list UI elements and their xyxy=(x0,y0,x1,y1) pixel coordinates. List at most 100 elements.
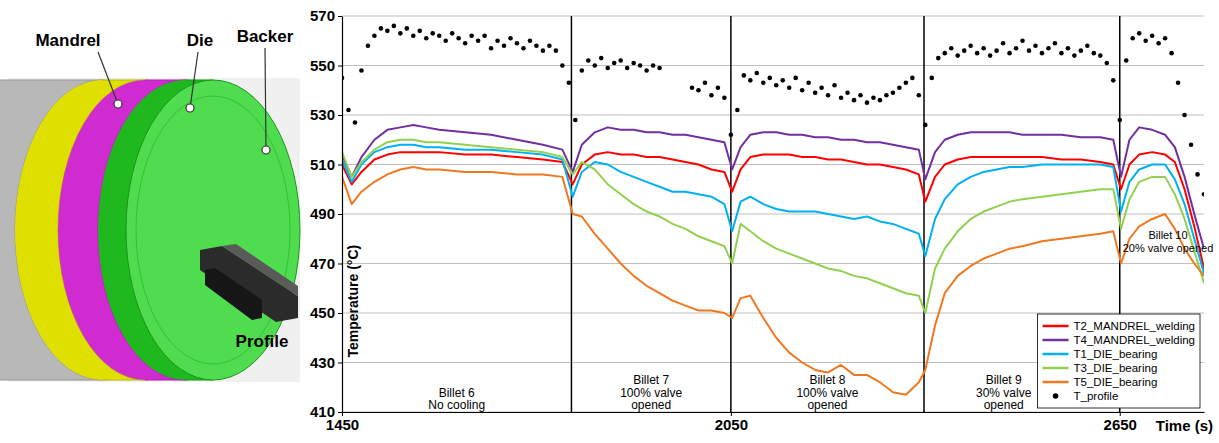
data-point xyxy=(495,38,500,43)
billet-annotation: Billet 7100% valveopened xyxy=(618,372,684,413)
data-point xyxy=(787,85,792,90)
data-point xyxy=(1040,51,1045,56)
grid-line xyxy=(342,115,1204,116)
data-point xyxy=(1104,61,1109,66)
y-tick-label: 450 xyxy=(310,304,335,321)
data-point xyxy=(1014,46,1019,51)
data-point xyxy=(1027,48,1032,53)
data-point xyxy=(618,58,623,63)
data-point xyxy=(754,71,759,76)
housing-edge xyxy=(0,380,102,381)
data-point xyxy=(580,68,585,73)
data-point xyxy=(852,98,857,103)
data-point xyxy=(929,76,934,81)
x-axis-title: Time (s) xyxy=(1156,417,1213,434)
data-point xyxy=(521,46,526,51)
data-point xyxy=(891,90,896,95)
data-point xyxy=(508,36,513,41)
data-point xyxy=(729,133,734,138)
data-point xyxy=(554,48,559,53)
legend-swatch xyxy=(1053,393,1059,399)
leader-line xyxy=(98,52,118,104)
data-point xyxy=(482,34,487,39)
data-point xyxy=(657,66,662,71)
data-point xyxy=(845,90,850,95)
data-point xyxy=(871,95,876,100)
data-point xyxy=(910,76,915,81)
series-points xyxy=(342,24,1204,197)
y-axis: 410430450470490510530550570 xyxy=(310,7,343,420)
x-axis-line xyxy=(343,412,1205,413)
billet-label-line: opened xyxy=(631,398,671,412)
data-point xyxy=(560,63,565,68)
billet-annotation: Billet 6No cooling xyxy=(426,385,487,414)
data-point xyxy=(592,63,597,68)
y-tick-mark xyxy=(338,214,342,215)
diagram-label: Profile xyxy=(236,332,289,351)
data-point xyxy=(443,38,448,43)
billet-label: Billet 6No cooling xyxy=(428,386,485,413)
data-point xyxy=(793,76,798,81)
grid-line xyxy=(342,214,1204,215)
leader-dot xyxy=(262,146,270,154)
billet-annotation: Billet 930% valveopened xyxy=(974,372,1034,413)
diagram-label: Backer xyxy=(237,27,294,46)
data-point xyxy=(1066,46,1071,51)
data-point xyxy=(942,51,947,56)
data-point xyxy=(631,61,636,66)
data-point xyxy=(366,43,371,48)
leader-line xyxy=(190,52,198,108)
data-point xyxy=(1046,46,1051,51)
y-tick: 450 xyxy=(310,304,342,321)
legend-box xyxy=(1038,314,1200,408)
data-point xyxy=(917,93,922,98)
data-point xyxy=(1202,192,1204,197)
data-point xyxy=(1156,41,1161,46)
data-point xyxy=(1189,142,1194,147)
x-tick: 2650 xyxy=(1104,412,1137,433)
data-point xyxy=(567,81,572,86)
diagram-label: Mandrel xyxy=(35,31,100,50)
data-point xyxy=(379,26,384,31)
data-point xyxy=(1176,81,1181,86)
data-point xyxy=(955,53,960,58)
data-point xyxy=(819,85,824,90)
y-tick-label: 530 xyxy=(310,106,335,123)
data-point xyxy=(748,78,753,83)
diagram-labels: MandrelDieBackerProfile xyxy=(35,27,293,351)
data-point xyxy=(1169,51,1174,56)
data-point xyxy=(813,90,818,95)
data-point xyxy=(573,118,578,123)
billet-annotation: Billet 8100% valveopened xyxy=(794,372,860,413)
x-tick-label: 2050 xyxy=(715,416,748,433)
data-point xyxy=(385,29,390,34)
legend-label: T_profile xyxy=(1074,390,1119,402)
data-point xyxy=(1072,53,1077,58)
data-point xyxy=(1020,38,1025,43)
data-point xyxy=(1163,36,1168,41)
data-point xyxy=(424,36,429,41)
data-point xyxy=(832,83,837,88)
billet-label-line: 20% valve opened xyxy=(1123,242,1214,254)
y-tick: 510 xyxy=(310,156,342,173)
data-point xyxy=(651,63,656,68)
data-point xyxy=(405,26,410,31)
billet-label-line: Billet 10 xyxy=(1148,229,1187,241)
data-point xyxy=(1079,48,1084,53)
y-tick-mark xyxy=(338,363,342,364)
data-point xyxy=(696,88,701,93)
billet-annotation: Billet 1020% valve opened xyxy=(1121,228,1216,255)
billet-boundary xyxy=(730,16,732,412)
data-point xyxy=(1092,51,1097,56)
data-point xyxy=(638,63,643,68)
data-point xyxy=(1098,53,1103,58)
data-point xyxy=(1033,43,1038,48)
data-point xyxy=(703,81,708,86)
data-point xyxy=(988,53,993,58)
legend-label: T5_DIE_bearing xyxy=(1074,376,1158,388)
y-tick-mark xyxy=(338,264,342,265)
y-tick-mark xyxy=(338,16,342,17)
grid-line xyxy=(342,65,1204,66)
x-tick-label: 1450 xyxy=(326,416,359,433)
legend-label: T3_DIE_bearing xyxy=(1074,362,1158,374)
